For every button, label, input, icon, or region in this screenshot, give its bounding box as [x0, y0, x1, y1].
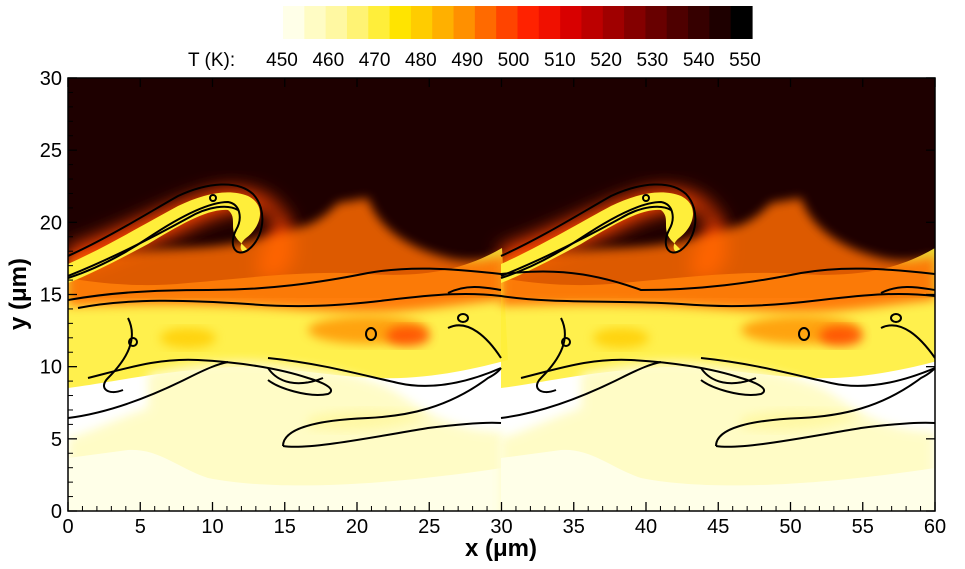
colorbar-tick-label: 520 — [590, 50, 622, 71]
colorbar-swatch — [368, 6, 391, 39]
colorbar-swatch — [346, 6, 369, 39]
x-tick-label: 45 — [707, 516, 729, 538]
plot-area — [67, 77, 936, 512]
colorbar-tick-label: 530 — [637, 50, 669, 71]
colorbar-tick-label: 450 — [266, 50, 298, 71]
x-tick-label: 55 — [852, 516, 874, 538]
colorbar-swatch — [410, 6, 433, 39]
colorbar-swatch — [432, 6, 455, 39]
y-axis: 0 5 10 15 20 25 30 — [40, 68, 935, 523]
y-tick-label: 10 — [40, 357, 62, 379]
colorbar-tick-label: 550 — [729, 50, 761, 71]
colorbar-title: T (K): — [188, 50, 235, 71]
colorbar-swatch — [517, 6, 540, 39]
y-tick-label: 0 — [51, 501, 62, 523]
colorbar-swatch — [688, 6, 710, 39]
colorbar-swatch — [389, 6, 412, 39]
colorbar-swatch — [325, 6, 348, 39]
colorbar-swatch — [453, 6, 476, 39]
y-axis-title: y (μm) — [5, 258, 32, 330]
y-tick-label: 5 — [51, 429, 62, 451]
x-tick-label: 35 — [563, 516, 585, 538]
x-tick-label: 30 — [490, 516, 512, 538]
colorbar-tick-label: 470 — [359, 50, 391, 71]
colorbar-swatch — [581, 6, 604, 39]
x-tick-label: 10 — [201, 516, 223, 538]
colorbar-swatch — [560, 6, 583, 39]
contour-lines — [68, 183, 935, 448]
x-tick-label: 25 — [418, 516, 440, 538]
x-tick-label: 0 — [62, 516, 73, 538]
colorbar-swatch — [709, 6, 732, 39]
colorbar-swatch — [283, 6, 305, 39]
colorbar-swatch — [304, 6, 327, 39]
x-tick-label: 5 — [135, 516, 146, 538]
colorbar-swatch — [538, 6, 561, 39]
colorbar-swatch — [730, 6, 753, 39]
colorbar-tick-label: 490 — [451, 50, 483, 71]
colorbar-swatch — [474, 6, 497, 39]
colorbar-tick-label: 540 — [683, 50, 715, 71]
x-tick-label: 15 — [274, 516, 296, 538]
y-tick-label: 15 — [40, 285, 62, 307]
colorbar-tick-label: 510 — [544, 50, 576, 71]
colorbar: 450 460 470 480 490 500 510 520 530 540 550 T (K): — [188, 6, 761, 71]
x-tick-label: 50 — [779, 516, 801, 538]
y-tick-label: 20 — [40, 212, 62, 234]
colorbar-swatch — [666, 6, 689, 39]
x-tick-label: 60 — [924, 516, 946, 538]
colorbar-tick-label: 500 — [498, 50, 530, 71]
x-tick-label: 40 — [635, 516, 657, 538]
colorbar-swatch — [496, 6, 519, 39]
colorbar-tick-label: 480 — [405, 50, 437, 71]
colorbar-swatch — [602, 6, 625, 39]
colorbar-swatch — [624, 6, 647, 39]
x-tick-label: 20 — [346, 516, 368, 538]
colorbar-tick-label: 460 — [312, 50, 344, 71]
y-tick-label: 25 — [40, 140, 62, 162]
x-axis-title: x (μm) — [465, 535, 537, 562]
y-tick-label: 30 — [40, 68, 62, 90]
x-axis: 0 5 10 15 20 25 30 35 40 45 50 55 60 — [62, 78, 946, 538]
colorbar-swatch — [645, 6, 668, 39]
